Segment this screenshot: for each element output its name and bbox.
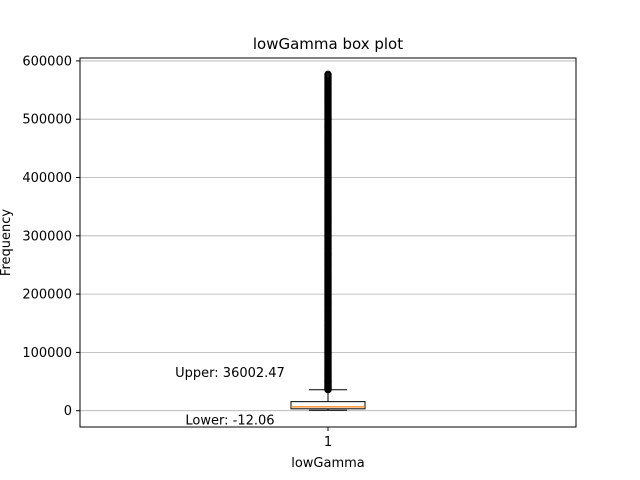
box-iqr — [290, 401, 366, 410]
y-tick-label: 0 — [64, 404, 72, 419]
upper-annotation: Upper: 36002.47 — [175, 366, 285, 381]
y-tick-label: 600000 — [22, 54, 72, 69]
y-tick-label: 500000 — [22, 113, 72, 128]
annotations: Upper: 36002.47 Lower: -12.06 — [175, 366, 285, 428]
y-tick-label: 100000 — [22, 346, 72, 361]
x-axis-label: lowGamma — [291, 456, 365, 471]
x-axis: 1 — [324, 427, 332, 450]
y-axis: 0 100000 200000 300000 400000 500000 600000 — [22, 54, 80, 419]
y-axis-label: Frequency — [0, 209, 14, 276]
lower-annotation: Lower: -12.06 — [185, 413, 274, 428]
y-tick-label: 200000 — [22, 288, 72, 303]
outlier-point — [324, 70, 332, 78]
y-tick-label: 400000 — [22, 171, 72, 186]
y-tick-label: 300000 — [22, 229, 72, 244]
x-tick-label: 1 — [324, 435, 332, 450]
chart-title: lowGamma box plot — [253, 35, 403, 53]
box-plot — [290, 70, 366, 411]
